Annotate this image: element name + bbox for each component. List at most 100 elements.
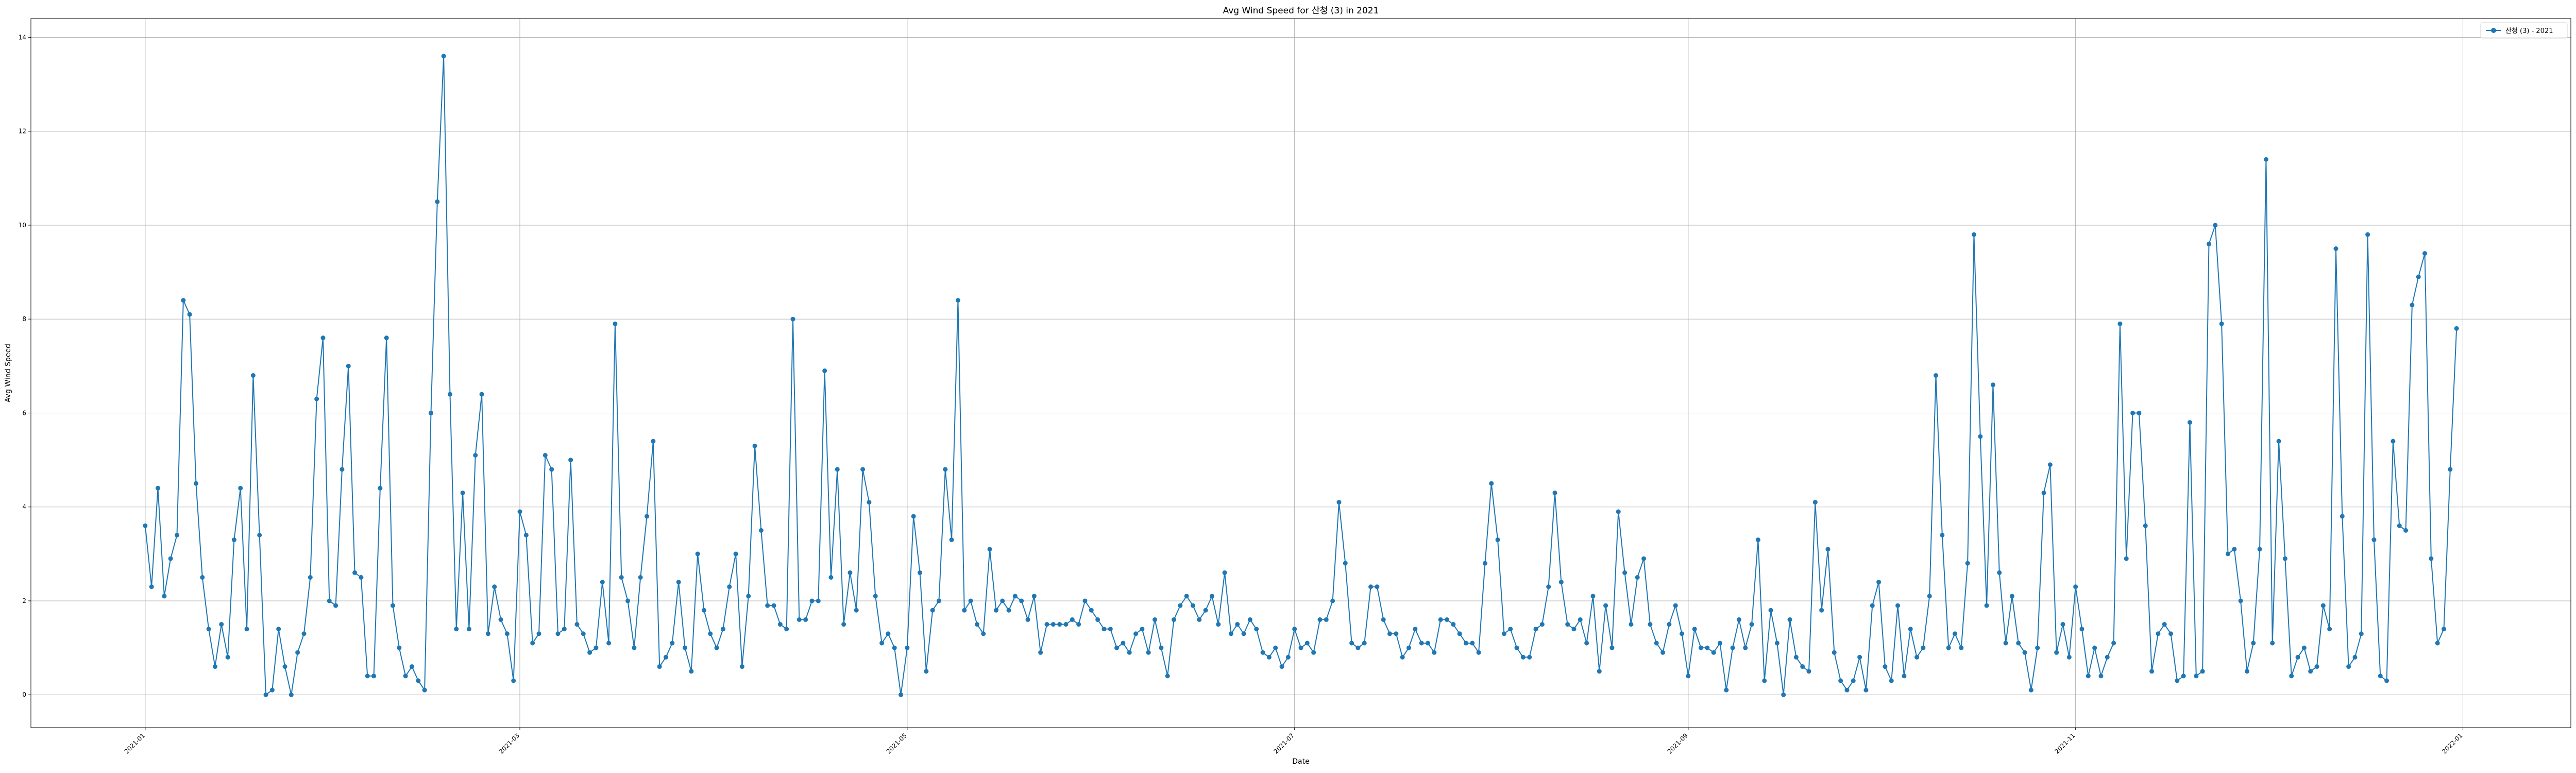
data-point	[1895, 603, 1901, 608]
data-point	[1736, 617, 1741, 622]
data-point	[1984, 603, 1989, 608]
data-point	[1749, 622, 1754, 627]
data-point	[212, 664, 217, 669]
data-point	[2289, 674, 2294, 679]
data-point	[955, 298, 960, 303]
data-point	[790, 316, 795, 322]
legend-marker-swatch	[2491, 28, 2496, 33]
data-point	[1190, 603, 1195, 608]
data-point	[2111, 641, 2116, 646]
data-point	[2188, 420, 2192, 425]
data-point	[568, 458, 573, 463]
data-point	[1768, 608, 1773, 613]
data-point	[714, 645, 719, 650]
data-point	[1432, 650, 1437, 655]
data-point	[397, 645, 402, 650]
data-point	[2232, 547, 2237, 552]
data-point	[250, 373, 256, 378]
data-point	[1476, 650, 1481, 655]
data-point	[536, 631, 541, 636]
data-point	[2422, 251, 2428, 256]
data-point	[594, 645, 599, 650]
y-tick-label: 4	[22, 503, 26, 511]
data-point	[828, 575, 834, 580]
data-point	[949, 537, 954, 542]
data-point	[2454, 326, 2459, 331]
data-point	[2384, 678, 2389, 683]
data-point	[993, 608, 998, 613]
data-point	[835, 467, 840, 472]
data-point	[1844, 687, 1850, 693]
data-point	[1451, 622, 1456, 627]
data-point	[2016, 641, 2021, 646]
data-point	[1172, 617, 1176, 622]
data-point	[930, 608, 935, 613]
data-point	[1273, 645, 1278, 650]
data-point	[638, 575, 643, 580]
data-point	[1527, 654, 1532, 660]
data-point	[1406, 645, 1412, 650]
data-point	[841, 622, 846, 627]
data-point	[873, 594, 878, 599]
data-point	[1616, 509, 1621, 514]
data-point	[1705, 645, 1710, 650]
legend: 산청 (3) - 2021	[2480, 22, 2568, 39]
data-point	[1552, 490, 1557, 495]
data-point	[1667, 622, 1672, 627]
data-point	[219, 622, 224, 627]
data-point	[1635, 575, 1640, 580]
data-point	[1368, 584, 1374, 590]
data-point	[2194, 674, 2199, 679]
data-point	[1095, 617, 1100, 622]
data-point	[1717, 641, 1722, 646]
data-point	[1603, 603, 1608, 608]
data-point	[1558, 580, 1564, 585]
data-point	[1622, 570, 1628, 575]
data-point	[2156, 631, 2161, 636]
series-markers	[143, 54, 2459, 697]
data-point	[1419, 641, 1424, 646]
data-point	[981, 631, 986, 636]
data-point	[174, 532, 179, 537]
data-point	[359, 575, 364, 580]
y-axis-ticks: 0 2 4 6 8 10 12 14	[19, 33, 31, 698]
data-point	[1108, 627, 1113, 632]
data-point	[1057, 622, 1062, 627]
data-point	[758, 528, 764, 533]
data-point	[784, 627, 789, 632]
data-point	[1781, 692, 1786, 697]
data-point	[2251, 641, 2256, 646]
data-point	[2276, 439, 2281, 444]
data-point	[1304, 641, 1310, 646]
data-point	[1921, 645, 1926, 650]
data-point	[257, 532, 262, 537]
data-point	[2130, 410, 2136, 415]
data-point	[1959, 645, 1964, 650]
data-point	[2270, 641, 2275, 646]
data-point	[504, 631, 510, 636]
data-point	[1178, 603, 1183, 608]
data-point	[1438, 617, 1443, 622]
data-point	[206, 627, 211, 632]
data-point	[771, 603, 776, 608]
data-point	[333, 603, 338, 608]
data-point	[2346, 664, 2351, 669]
data-point	[2079, 627, 2084, 632]
y-tick-label: 12	[19, 128, 26, 135]
data-point	[2117, 321, 2123, 326]
data-point	[1990, 382, 1995, 388]
data-point	[1457, 631, 1462, 636]
data-point	[485, 631, 490, 636]
data-point	[2066, 654, 2072, 660]
data-point	[1038, 650, 1043, 655]
data-point	[410, 664, 414, 669]
data-point	[320, 335, 326, 341]
data-point	[1266, 654, 1272, 660]
data-point	[1571, 627, 1577, 632]
data-point	[2429, 556, 2434, 561]
data-point	[1019, 598, 1024, 603]
data-point	[1025, 617, 1030, 622]
data-point	[523, 532, 529, 537]
data-point	[263, 692, 268, 697]
